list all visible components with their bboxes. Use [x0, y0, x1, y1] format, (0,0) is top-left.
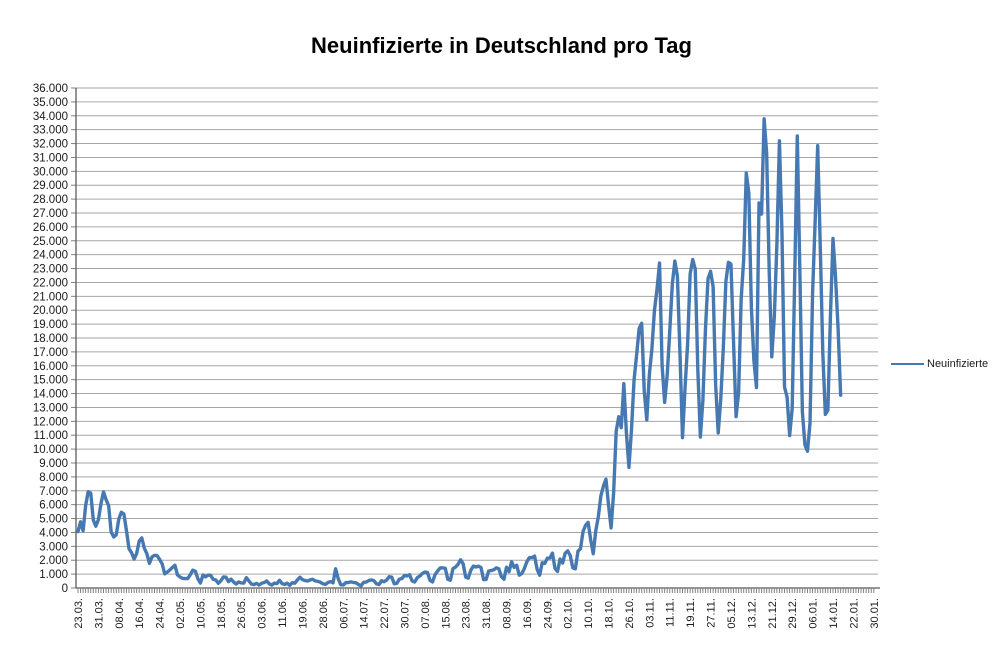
x-axis-tick-label: 18.05. — [216, 598, 228, 629]
x-axis-tick-label: 22.01. — [848, 598, 860, 629]
y-axis-tick-label: 34.000 — [33, 111, 68, 123]
x-axis-tick-label: 31.08. — [481, 598, 493, 629]
chart-title[interactable]: Neuinfizierte in Deutschland pro Tag — [311, 33, 692, 58]
x-axis-tick-label: 10.10. — [583, 598, 595, 629]
chart-legend[interactable]: Neuinfizierte — [891, 358, 988, 370]
y-axis-tick-label: 36.000 — [33, 83, 68, 95]
x-axis-tick-label: 07.08. — [420, 598, 432, 629]
y-axis-tick-label: 6.000 — [39, 500, 68, 512]
y-axis-tick-label: 11.000 — [34, 430, 68, 442]
y-axis-tick-label: 25.000 — [33, 236, 68, 248]
x-axis-tick-label: 08.04. — [114, 598, 126, 629]
y-axis-tick-label: 31.000 — [33, 152, 68, 164]
y-axis-tick-label: 27.000 — [33, 208, 68, 220]
y-axis-tick-label: 16.000 — [33, 361, 68, 373]
legend-series-line-swatch — [891, 363, 924, 365]
x-axis-tick-label: 28.06. — [318, 598, 330, 629]
y-axis-tick-label: 1.000 — [39, 569, 68, 581]
x-axis-tick-label: 19.11. — [685, 598, 697, 628]
y-axis-tick-label: 33.000 — [33, 125, 68, 137]
y-axis-tick-label: 17.000 — [33, 347, 68, 359]
x-axis-tick-label: 19.06. — [297, 598, 309, 629]
x-axis-tick-label: 26.10. — [624, 598, 636, 629]
x-axis-tick-label: 16.04. — [134, 598, 146, 629]
y-axis-tick-label: 28.000 — [33, 194, 68, 206]
y-axis-tick-label: 4.000 — [39, 527, 68, 539]
x-axis-tick-label: 02.10. — [563, 598, 575, 629]
y-axis-tick-label: 12.000 — [33, 416, 68, 428]
x-axis-tick-label: 24.04. — [155, 598, 167, 629]
x-axis-tick-label: 24.09. — [542, 598, 554, 629]
y-axis-tick-label: 3.000 — [39, 541, 68, 553]
x-axis-labels: 23.03. 31.03. 08.04. 16.04. 24.04. 02.05. 10.0… — [73, 598, 881, 629]
x-axis-tick-label: 30.07. — [399, 598, 411, 629]
x-axis-tick-label: 05.12. — [726, 598, 738, 629]
y-axis-tick-label: 24.000 — [33, 250, 68, 262]
x-axis-tick-label: 11.11. — [665, 598, 677, 627]
x-axis-tick-label: 06.01. — [808, 598, 820, 629]
y-axis-tick-label: 15.000 — [33, 375, 68, 387]
y-axis-tick-label: 30.000 — [33, 166, 68, 178]
y-axis-tick-label: 7.000 — [39, 486, 68, 498]
y-axis-tick-label: 21.000 — [33, 291, 68, 303]
legend-series-label: Neuinfizierte — [927, 358, 989, 370]
x-axis-tick-label: 02.05. — [175, 598, 187, 629]
y-axis-tick-label: 14.000 — [33, 389, 68, 401]
x-axis-tick-label: 13.12. — [746, 598, 758, 629]
y-axis-tick-label: 5.000 — [39, 514, 68, 526]
x-axis-tick-label: 30.01. — [869, 598, 881, 629]
y-axis-tick-label: 19.000 — [33, 319, 68, 331]
x-axis-tick-label: 16.09. — [522, 598, 534, 629]
x-axis-tick-label: 06.07. — [338, 598, 350, 629]
x-axis-tick-label: 08.09. — [502, 598, 514, 629]
y-axis-tick-label: 29.000 — [33, 180, 68, 192]
x-axis-tick-label: 29.12. — [787, 598, 799, 629]
y-axis-tick-label: 0 — [62, 583, 68, 595]
y-axis-tick-label: 18.000 — [33, 333, 68, 345]
y-axis-tick-label: 10.000 — [33, 444, 68, 456]
x-axis-tick-label: 18.10. — [604, 598, 616, 629]
x-axis-tick-label: 14.01. — [828, 598, 840, 629]
x-axis-tick-label: 03.06. — [257, 598, 269, 629]
x-axis-tick-label: 03.11. — [644, 598, 656, 628]
y-axis-tick-label: 8.000 — [39, 472, 68, 484]
y-axis-tick-label: 13.000 — [33, 402, 68, 414]
y-axis-tick-label: 35.000 — [33, 97, 68, 109]
y-axis-tick-label: 23.000 — [33, 264, 68, 276]
x-axis-tick-label: 15.08. — [440, 598, 452, 629]
x-axis-tick-label: 14.07. — [359, 598, 371, 629]
x-axis-ticks — [77, 588, 875, 593]
y-axis-tick-label: 2.000 — [39, 555, 68, 567]
x-axis-tick-label: 31.03. — [93, 598, 105, 629]
y-axis-tick-label: 32.000 — [33, 139, 68, 151]
x-axis-tick-label: 27.11. — [706, 598, 718, 628]
y-axis-tick-label: 9.000 — [39, 458, 68, 470]
x-axis-tick-label: 21.12. — [767, 598, 779, 629]
x-axis-tick-label: 10.05. — [195, 598, 207, 629]
series-line-neuinfizierte[interactable] — [76, 117, 843, 588]
x-axis-tick-label: 23.08. — [461, 598, 473, 629]
y-axis-tick-label: 22.000 — [33, 277, 68, 289]
y-axis-tick-label: 20.000 — [33, 305, 68, 317]
x-axis-tick-label: 26.05. — [236, 598, 248, 629]
y-axis-tick-label: 26.000 — [33, 222, 68, 234]
x-axis-tick-label: 22.07. — [379, 598, 391, 629]
x-axis-tick-label: 11.06. — [277, 598, 289, 628]
x-axis-tick-label: 23.03. — [73, 598, 85, 629]
